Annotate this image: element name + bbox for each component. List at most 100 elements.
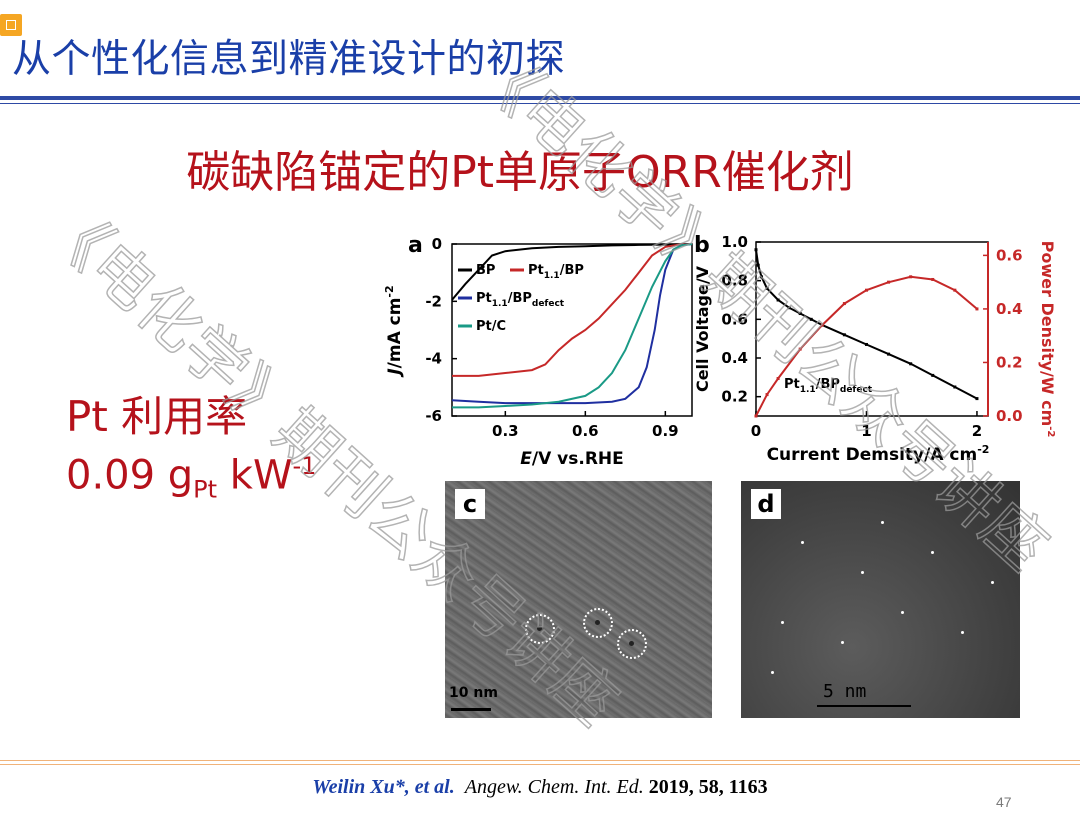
series-marker-b xyxy=(754,414,758,418)
scale-bar-d xyxy=(817,705,911,707)
series-marker-b xyxy=(887,352,891,356)
y-tick-label-left-b: 0.8 xyxy=(721,272,748,290)
series-marker-b xyxy=(909,275,913,279)
series-marker-b xyxy=(953,288,957,292)
series-marker-b xyxy=(864,342,868,346)
single-atom-dot xyxy=(901,611,904,614)
legend-label-a: BP xyxy=(476,263,495,278)
series-marker-b xyxy=(809,317,813,321)
single-atom-dot xyxy=(781,621,784,624)
utilization-number: 0.09 g xyxy=(66,452,194,499)
series-marker-b xyxy=(787,306,791,310)
series-line-a xyxy=(451,243,693,301)
series-marker-b xyxy=(765,286,769,290)
legend-label-a: Pt1.1/BP xyxy=(528,263,584,281)
scale-label-d: 5 nm xyxy=(823,681,867,702)
series-marker-b xyxy=(975,397,979,401)
y-tick-label-right-b: 0.0 xyxy=(996,407,1023,425)
y-axis-label-left-b: Cell Voltage/V xyxy=(693,265,712,392)
y-tick-label-a: -2 xyxy=(425,292,442,310)
title-divider xyxy=(0,96,1080,100)
panel-letter-a: a xyxy=(408,233,423,258)
series-marker-b xyxy=(887,280,891,284)
y-tick-label-a: -4 xyxy=(425,350,442,368)
y-tick-label-left-b: 0.6 xyxy=(721,310,748,328)
panel-letter-d: d xyxy=(751,489,781,519)
series-marker-b xyxy=(909,362,913,366)
footer-rule xyxy=(0,760,1080,761)
citation-volume: 2019, 58, 1163 xyxy=(648,776,768,798)
series-marker-b xyxy=(864,288,868,292)
single-atom-dot xyxy=(991,581,994,584)
single-atom-dot xyxy=(861,571,864,574)
scale-label-c: 10 nm xyxy=(449,685,498,701)
legend-label-a: Pt/C xyxy=(476,319,506,334)
slide-title: 从个性化信息到精准设计的初探 xyxy=(12,37,566,82)
citation: Weilin Xu*, et al. Angew. Chem. Int. Ed.… xyxy=(0,776,1080,799)
y-axis-label-right-b: Power Density/W cm-2 xyxy=(1038,241,1057,438)
series-line-a xyxy=(451,243,693,405)
utilization-sup: -1 xyxy=(292,452,317,480)
series-line-b xyxy=(755,275,978,417)
single-atom-dot xyxy=(931,551,934,554)
title-divider-thin xyxy=(0,103,1080,104)
page-number: 47 xyxy=(996,794,1012,810)
panel-letter-c: c xyxy=(455,489,485,519)
series-marker-b xyxy=(820,323,824,327)
slide-subtitle: 碳缺陷锚定的Pt单原子ORR催化剂 xyxy=(186,147,854,198)
utilization-unit: kW xyxy=(217,452,293,499)
series-marker-b xyxy=(760,275,764,279)
series-marker-b xyxy=(953,385,957,389)
footer-rule-thin xyxy=(0,764,1080,765)
panel-letter-b: b xyxy=(694,233,710,258)
chart-b-fuel-cell: b 0 1 2 0.2 0.4 0.6 0.8 1.0 0.0 0.2 0.4 0.6 Current D… xyxy=(693,233,1057,465)
x-tick-label-b: 0 xyxy=(751,422,761,440)
x-axis-label-b: Current Demsity/A cm-2 xyxy=(767,443,990,465)
y-tick-label-left-b: 1.0 xyxy=(721,233,748,251)
annotation-b: Pt1.1/BPdefect xyxy=(784,377,873,395)
series-marker-b xyxy=(975,307,979,311)
x-tick-label-b: 2 xyxy=(972,422,982,440)
scale-bar-c xyxy=(451,708,491,711)
haadf-image-d: d 5 nm xyxy=(741,481,1020,718)
series-line-a xyxy=(452,243,693,409)
single-atom-dot xyxy=(961,631,964,634)
series-marker-b xyxy=(798,312,802,316)
y-tick-label-right-b: 0.6 xyxy=(996,246,1023,264)
series-marker-b xyxy=(931,373,935,377)
series-line-b xyxy=(755,249,978,400)
citation-authors: Weilin Xu*, et al. xyxy=(312,776,455,798)
x-tick-label-a: 0.3 xyxy=(492,422,519,440)
tem-image-c: c 10 nm xyxy=(445,481,712,718)
series-line-a xyxy=(452,243,693,377)
atom-highlight-1 xyxy=(525,614,555,644)
series-marker-b xyxy=(842,302,846,306)
plot-frame-a xyxy=(451,243,693,417)
slide-corner-icon xyxy=(0,14,22,36)
series-marker-b xyxy=(798,347,802,351)
single-atom-dot xyxy=(841,641,844,644)
legend-label-a: Pt1.1/BPdefect xyxy=(476,291,565,309)
single-atom-dot xyxy=(801,541,804,544)
series-marker-b xyxy=(776,298,780,302)
utilization-label: Pt 利用率 xyxy=(66,392,248,441)
atom-highlight-3 xyxy=(617,629,647,659)
series-marker-b xyxy=(756,263,760,267)
x-tick-label-a: 0.6 xyxy=(572,422,599,440)
x-tick-label-a: 0.9 xyxy=(652,422,679,440)
y-axis-label-a: J/mA cm-2 xyxy=(383,285,405,377)
y-tick-label-left-b: 0.4 xyxy=(721,349,748,367)
atom-highlight-2 xyxy=(583,608,613,638)
y-tick-label-a: -6 xyxy=(425,407,442,425)
utilization-value: 0.09 gPt kW-1 xyxy=(66,452,316,503)
series-marker-b xyxy=(765,393,769,397)
utilization-sub: Pt xyxy=(193,475,218,504)
y-tick-label-left-b: 0.2 xyxy=(721,388,748,406)
series-marker-b xyxy=(754,248,758,252)
series-marker-b xyxy=(776,377,780,381)
y-tick-label-a: 0 xyxy=(432,235,442,253)
x-axis-label-a: E/V vs.RHE xyxy=(520,449,624,469)
single-atom-dot xyxy=(771,671,774,674)
x-tick-label-b: 1 xyxy=(861,422,871,440)
y-tick-label-right-b: 0.2 xyxy=(996,353,1023,371)
